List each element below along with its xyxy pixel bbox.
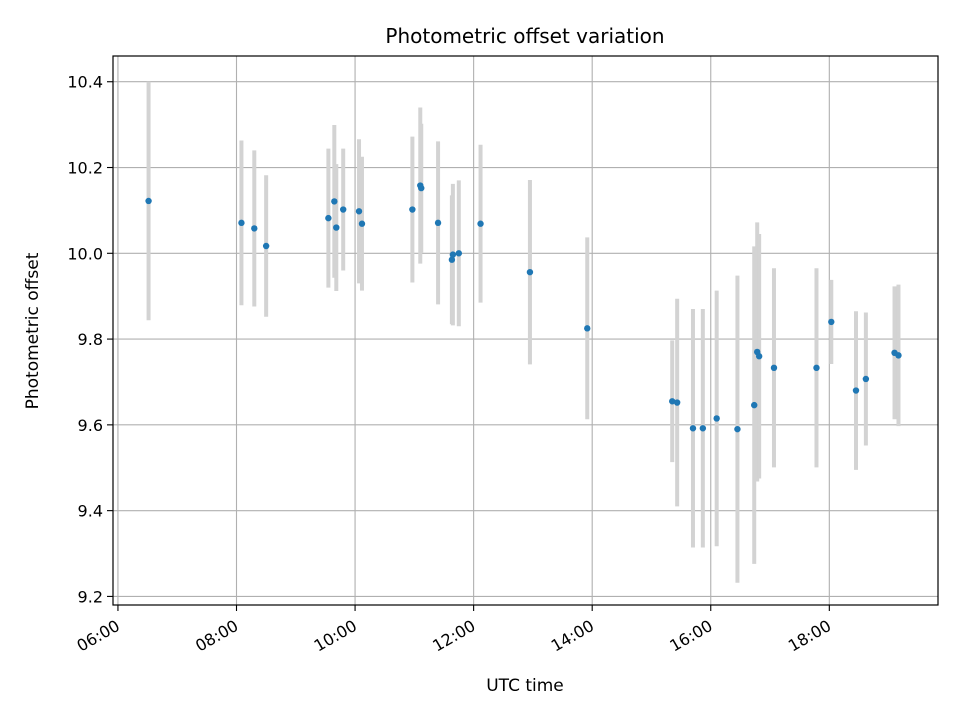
data-point [331, 198, 338, 205]
grid-lines [113, 56, 938, 605]
y-tick-label: 10.0 [67, 244, 103, 263]
y-tick-label: 9.2 [78, 587, 103, 606]
data-point [333, 224, 340, 231]
data-point [477, 220, 484, 227]
data-point [448, 256, 456, 263]
y-tick-label: 9.4 [78, 502, 103, 521]
data-point [449, 251, 457, 258]
data-point [355, 208, 363, 215]
plot-frame [112, 55, 939, 606]
data-point [669, 398, 676, 405]
data-point [145, 197, 152, 205]
data-point [418, 184, 425, 192]
data-point [325, 214, 332, 222]
data-point [358, 220, 366, 227]
data-point [699, 425, 707, 432]
data-point [409, 206, 416, 213]
data-point [584, 325, 591, 332]
data-point [455, 250, 463, 257]
data-point [689, 425, 697, 432]
y-tick-label: 9.6 [78, 416, 103, 435]
y-tick-label: 9.8 [78, 330, 103, 349]
y-tick-label: 10.2 [67, 159, 103, 178]
data-point [526, 268, 534, 276]
chart-title: Photometric offset variation [385, 24, 664, 48]
data-point [251, 225, 258, 232]
data-point [751, 401, 758, 409]
y-axis-ticks: 9.2 9.4 9.6 9.8 10.0 10.2 10.4 [67, 73, 113, 606]
data-points [145, 182, 902, 433]
data-point [852, 387, 860, 394]
data-point [238, 219, 245, 227]
data-point [813, 364, 820, 372]
data-point [340, 206, 347, 213]
data-point [262, 242, 270, 250]
y-tick-label: 10.4 [67, 73, 103, 92]
data-point [828, 318, 835, 326]
data-point [862, 375, 870, 383]
data-point [673, 399, 681, 406]
data-point [434, 219, 442, 227]
data-point [713, 415, 720, 422]
data-point [755, 353, 763, 360]
y-axis-label: Photometric offset [23, 252, 43, 409]
data-point [734, 425, 741, 433]
x-axis-label: UTC time [486, 676, 564, 696]
data-point [895, 352, 902, 359]
data-point [770, 364, 778, 372]
